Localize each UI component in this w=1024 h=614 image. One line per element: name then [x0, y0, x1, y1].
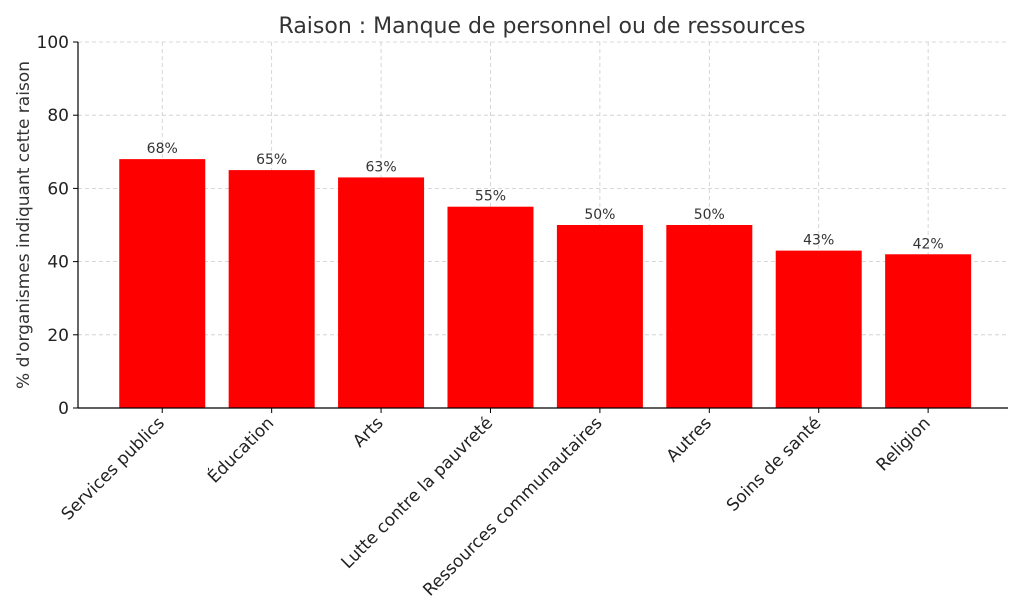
- chart-title: Raison : Manque de personnel ou de resso…: [279, 14, 806, 39]
- bars: [119, 159, 972, 408]
- x-tick-label: Ressources communautaires: [419, 413, 606, 600]
- y-tick-label: 100: [37, 33, 69, 53]
- data-label: 63%: [366, 159, 397, 175]
- data-label: 55%: [475, 189, 506, 205]
- x-tick-label: Religion: [873, 413, 935, 475]
- y-axis-label: % d'organismes indiquant cette raison: [14, 61, 34, 389]
- bar: [228, 170, 315, 408]
- x-tick-label: Autres: [663, 413, 716, 466]
- data-label: 50%: [584, 207, 615, 223]
- bar: [447, 206, 534, 408]
- data-label: 68%: [147, 141, 178, 157]
- y-tick-label: 60: [47, 179, 69, 199]
- bar: [666, 225, 753, 408]
- bar: [119, 159, 206, 408]
- y-tick-label: 0: [58, 399, 69, 419]
- x-tick-label: Arts: [349, 413, 387, 451]
- data-label: 42%: [913, 236, 944, 252]
- bar: [338, 177, 425, 408]
- data-label: 43%: [803, 233, 834, 249]
- x-tick-label: Éducation: [203, 412, 278, 487]
- data-label: 65%: [256, 152, 287, 168]
- bar: [885, 254, 972, 408]
- data-label: 50%: [694, 207, 725, 223]
- y-axis-ticks: 0 20 40 60 80 100: [37, 33, 78, 419]
- y-tick-label: 80: [47, 106, 69, 126]
- data-labels: 68% 65% 63% 55% 50% 50% 43% 42%: [147, 141, 944, 252]
- y-tick-label: 20: [47, 326, 69, 346]
- y-tick-label: 40: [47, 253, 69, 273]
- bar: [556, 225, 643, 408]
- grid-lines: [78, 41, 1008, 408]
- x-tick-label: Soins de santé: [723, 413, 825, 515]
- bar: [775, 250, 862, 408]
- x-tick-label: Services publics: [58, 413, 169, 524]
